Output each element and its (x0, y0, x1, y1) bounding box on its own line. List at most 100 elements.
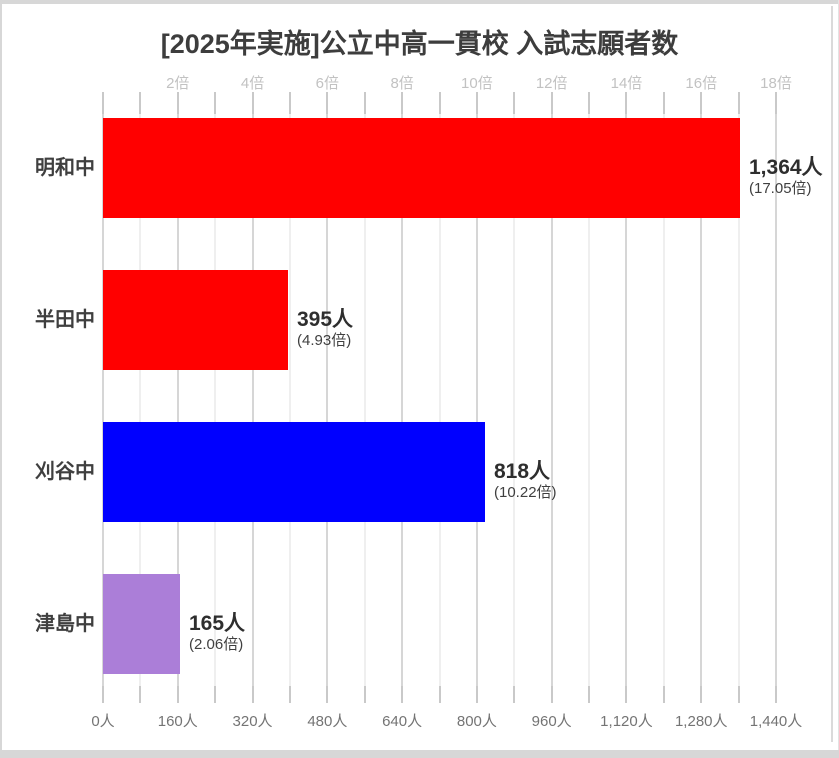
top-axis-tick (588, 92, 591, 114)
vertical-gridline (700, 97, 703, 700)
bottom-axis-tick (139, 686, 142, 703)
category-label: 明和中 (35, 157, 95, 179)
bottom-axis-tick (737, 686, 740, 703)
top-axis-tick (176, 92, 179, 114)
vertical-gridline (737, 97, 740, 700)
data-bar (103, 118, 740, 218)
bottom-axis-tick (401, 686, 404, 703)
value-label-block: 1,364人 (17.05倍) (749, 156, 823, 198)
bottom-axis-tick (662, 686, 665, 703)
bottom-axis-label: 1,280人 (674, 713, 728, 730)
category-label: 刈谷中 (35, 461, 95, 483)
ratio-label: (10.22倍) (494, 484, 557, 501)
value-label: 818人 (494, 460, 551, 483)
top-axis-label: 2倍 (166, 75, 190, 92)
top-axis-tick (363, 92, 366, 114)
chart-title: [2025年実施]公立中高一貫校 入試志願者数 (160, 29, 679, 59)
top-axis-label: 14倍 (610, 75, 643, 92)
bottom-axis-tick (550, 686, 553, 703)
bottom-axis-label: 320人 (232, 713, 273, 730)
window-edge-top (0, 0, 839, 4)
top-axis-tick (214, 92, 217, 114)
bottom-axis-label: 960人 (531, 713, 572, 730)
bottom-axis-label: 480人 (307, 713, 348, 730)
top-axis-tick (438, 92, 441, 114)
top-axis-tick (737, 92, 740, 114)
window-edge-bottom (0, 750, 839, 758)
ratio-label: (2.06倍) (189, 636, 244, 653)
ratio-label: (17.05倍) (749, 180, 812, 197)
top-axis-tick (288, 92, 291, 114)
top-axis-tick (401, 92, 404, 114)
bottom-axis-label: 1,120人 (600, 713, 653, 730)
top-axis-tick (326, 92, 329, 114)
vertical-gridline (513, 97, 516, 700)
top-axis-tick (251, 92, 254, 114)
top-axis-tick (625, 92, 628, 114)
bottom-axis-tick (513, 686, 516, 703)
value-label: 1,364人 (749, 156, 823, 179)
ratio-label: (4.93倍) (297, 332, 352, 349)
vertical-gridline (326, 97, 329, 700)
vertical-gridline (251, 97, 254, 700)
vertical-gridline (625, 97, 628, 700)
bottom-axis-tick (288, 686, 291, 703)
bottom-axis-tick (251, 686, 254, 703)
bottom-axis-tick (214, 686, 217, 703)
vertical-gridline (588, 97, 591, 700)
vertical-gridline (363, 97, 366, 700)
bottom-axis-label: 0人 (91, 713, 115, 730)
vertical-gridline (401, 97, 404, 700)
bottom-axis-label: 1,440人 (749, 713, 803, 730)
top-axis-tick (550, 92, 553, 114)
category-label: 半田中 (35, 309, 95, 331)
bottom-axis-tick (326, 686, 329, 703)
top-axis-tick (102, 92, 104, 114)
data-bar (103, 574, 180, 674)
vertical-gridline (662, 97, 665, 700)
data-bar (103, 270, 288, 370)
value-label: 395人 (297, 308, 354, 331)
top-axis-tick (662, 92, 665, 114)
vertical-gridline (438, 97, 441, 700)
value-label-block: 395人 (4.93倍) (297, 308, 353, 350)
top-axis-tick (775, 92, 778, 114)
top-axis-label: 6倍 (315, 75, 339, 92)
value-label: 165人 (189, 612, 246, 635)
plot-right-border (831, 6, 833, 742)
bottom-axis-tick (438, 686, 441, 703)
value-label-block: 818人 (10.22倍) (494, 460, 557, 502)
top-axis-label: 4倍 (240, 75, 265, 92)
bottom-axis-tick (475, 686, 478, 703)
bottom-axis-label: 800人 (456, 713, 497, 730)
vertical-gridline (139, 97, 142, 700)
vertical-gridline (214, 97, 217, 700)
category-label: 津島中 (35, 613, 95, 635)
bottom-axis-tick (700, 686, 703, 703)
window-edge-left (0, 0, 2, 758)
top-axis-tick (139, 92, 142, 114)
vertical-gridline (775, 97, 778, 700)
bottom-axis-tick (625, 686, 628, 703)
bottom-axis-tick (176, 686, 179, 703)
top-axis-label: 8倍 (390, 75, 414, 92)
top-axis-label: 10倍 (461, 75, 493, 92)
vertical-gridline (475, 97, 478, 700)
vertical-gridline (288, 97, 291, 700)
top-axis-tick (513, 92, 516, 114)
bottom-axis-tick (102, 686, 104, 703)
top-axis-label: 12倍 (535, 75, 568, 92)
top-axis-tick (475, 92, 478, 114)
data-bar (103, 422, 485, 522)
top-axis-label: 18倍 (760, 75, 792, 92)
vertical-gridline (550, 97, 553, 700)
bottom-axis-tick (363, 686, 366, 703)
bottom-axis-label: 160人 (157, 713, 198, 730)
vertical-gridline (176, 97, 179, 700)
value-label-block: 165人 (2.06倍) (189, 612, 245, 654)
bottom-axis-tick (588, 686, 591, 703)
